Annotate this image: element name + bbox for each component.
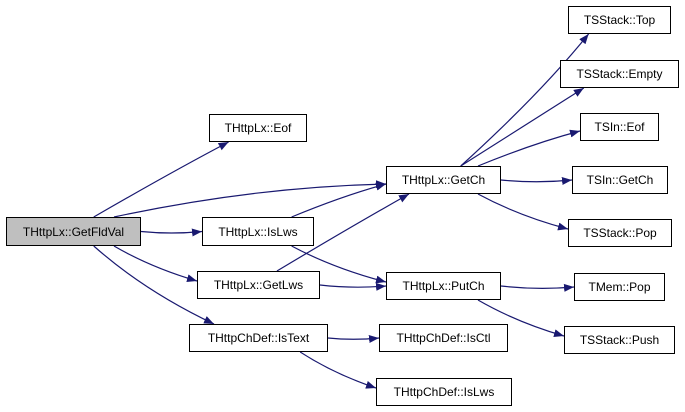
node-sstack-top[interactable]: TSStack::Top — [568, 6, 671, 34]
node-sstack-empty[interactable]: TSStack::Empty — [560, 60, 679, 88]
node-chdef-istext[interactable]: THttpChDef::IsText — [189, 324, 328, 352]
edge-islws-to-getch — [291, 182, 387, 218]
node-sstack-push[interactable]: TSStack::Push — [564, 326, 675, 354]
edge-getlws-to-getch — [276, 193, 410, 272]
edge-getch-to-sstack_top — [460, 33, 590, 167]
node-mem-pop[interactable]: TMem::Pop — [574, 273, 665, 301]
node-getfldval[interactable]: THttpLx::GetFldVal — [6, 217, 141, 246]
node-httplx-putch[interactable]: THttpLx::PutCh — [386, 272, 501, 300]
edge-istext-to-isctl — [327, 335, 380, 343]
edge-getch-to-sstack_empty — [460, 87, 585, 167]
edge-islws-to-putch — [291, 245, 387, 284]
edge-getch-to-sin_eof — [477, 129, 581, 167]
edge-getfldval-to-islws — [140, 228, 203, 237]
edge-getch-to-sstack_pop — [477, 193, 569, 231]
edge-putch-to-sstack_push — [477, 299, 565, 338]
edge-getfldval-to-eof — [93, 141, 229, 218]
node-httplx-eof[interactable]: THttpLx::Eof — [209, 114, 307, 142]
edge-getfldval-to-getch — [113, 180, 387, 218]
node-sin-eof[interactable]: TSIn::Eof — [580, 113, 659, 141]
edge-getch-to-sin_getch — [500, 177, 573, 185]
edge-getfldval-to-getlws — [113, 245, 198, 283]
edge-istext-to-chdef_islws — [299, 351, 377, 389]
node-httplx-getch[interactable]: THttpLx::GetCh — [386, 166, 501, 194]
node-sin-getch[interactable]: TSIn::GetCh — [572, 166, 668, 194]
edge-getlws-to-putch — [319, 282, 387, 291]
edge-putch-to-mem_pop — [500, 283, 575, 292]
node-chdef-isctl[interactable]: THttpChDef::IsCtl — [379, 324, 508, 352]
node-sstack-pop[interactable]: TSStack::Pop — [568, 219, 672, 247]
node-chdef-islws[interactable]: THttpChDef::IsLws — [376, 378, 512, 406]
node-httplx-islws[interactable]: THttpLx::IsLws — [202, 217, 314, 246]
node-httplx-getlws[interactable]: THttpLx::GetLws — [197, 271, 320, 299]
edge-getfldval-to-istext — [93, 245, 215, 325]
